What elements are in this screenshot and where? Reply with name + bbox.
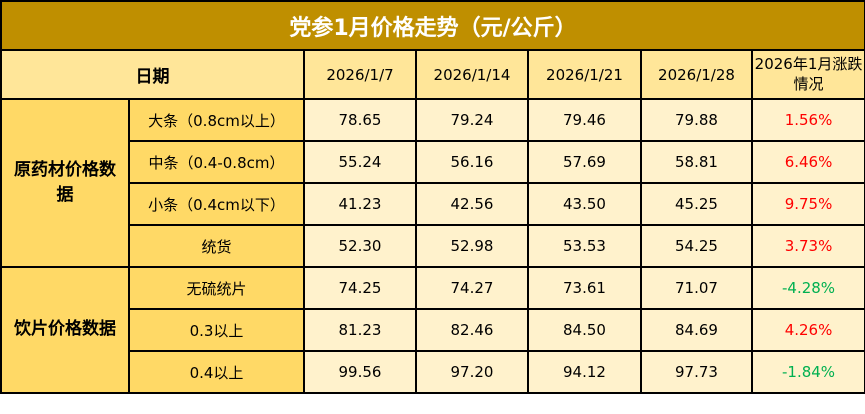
price-cell: 78.65 [303, 98, 417, 142]
price-cell: 81.23 [303, 308, 417, 352]
price-cell: 79.24 [415, 98, 529, 142]
price-cell: 73.61 [527, 266, 642, 310]
price-cell: 56.16 [415, 140, 529, 184]
change-cell: 9.75% [750, 182, 865, 226]
price-cell: 42.56 [415, 182, 529, 226]
change-column-header: 2026年1月涨跌情况 [750, 49, 865, 100]
price-cell: 57.69 [527, 140, 642, 184]
change-cell: 3.73% [750, 224, 865, 268]
spec-label: 0.4以上 [128, 350, 305, 394]
price-cell: 43.50 [527, 182, 642, 226]
date-column-header: 2026/1/7 [303, 49, 417, 100]
price-cell: 58.81 [640, 140, 753, 184]
date-column-header: 2026/1/14 [415, 49, 529, 100]
price-cell: 53.53 [527, 224, 642, 268]
table-row: 小条（0.4cm以下） 41.23 42.56 43.50 45.25 9.75% [1, 182, 865, 226]
table-row: 0.3以上 81.23 82.46 84.50 84.69 4.26% [1, 308, 865, 352]
table-row: 0.4以上 99.56 97.20 94.12 97.73 -1.84% [1, 350, 865, 394]
date-column-header: 2026/1/21 [527, 49, 642, 100]
price-cell: 97.20 [415, 350, 529, 394]
price-cell: 74.25 [303, 266, 417, 310]
price-cell: 84.50 [527, 308, 642, 352]
table-title: 党参1月价格走势（元/公斤） [0, 0, 865, 51]
table-row: 原药材价格数据 大条（0.8cm以上） 78.65 79.24 79.46 79.88 1.… [0, 98, 865, 268]
date-column-header: 2026/1/28 [640, 49, 753, 100]
price-cell: 52.98 [415, 224, 529, 268]
change-cell: -4.28% [750, 266, 865, 310]
price-cell: 55.24 [303, 140, 417, 184]
change-cell: -1.84% [750, 350, 865, 394]
spec-label: 统货 [128, 224, 305, 268]
price-cell: 54.25 [640, 224, 753, 268]
spec-label: 无硫统片 [128, 266, 305, 310]
price-cell: 45.25 [640, 182, 753, 226]
table-row: 统货 52.30 52.98 53.53 54.25 3.73% [1, 224, 865, 268]
change-cell: 6.46% [750, 140, 865, 184]
table-row: 中条（0.4-0.8cm） 55.24 56.16 57.69 58.81 6.46% [1, 140, 865, 184]
date-header: 日期 [0, 49, 305, 100]
spec-label: 小条（0.4cm以下） [128, 182, 305, 226]
price-cell: 97.73 [640, 350, 753, 394]
price-cell: 84.69 [640, 308, 753, 352]
price-cell: 74.27 [415, 266, 529, 310]
price-table: 党参1月价格走势（元/公斤） 日期 2026/1/7 2026/1/14 202… [0, 0, 865, 394]
change-cell: 1.56% [750, 98, 865, 142]
table-row: 饮片价格数据 无硫统片 74.25 74.27 73.61 71.07 -4.28% [0, 266, 865, 394]
spec-label: 大条（0.8cm以上） [128, 98, 305, 142]
price-cell: 41.23 [303, 182, 417, 226]
price-cell: 94.12 [527, 350, 642, 394]
price-cell: 79.46 [527, 98, 642, 142]
group-label: 饮片价格数据 [0, 266, 130, 394]
change-cell: 4.26% [750, 308, 865, 352]
spec-label: 中条（0.4-0.8cm） [128, 140, 305, 184]
spec-label: 0.3以上 [128, 308, 305, 352]
price-cell: 52.30 [303, 224, 417, 268]
price-cell: 71.07 [640, 266, 753, 310]
price-cell: 99.56 [303, 350, 417, 394]
price-cell: 82.46 [415, 308, 529, 352]
group-label: 原药材价格数据 [0, 98, 130, 268]
price-cell: 79.88 [640, 98, 753, 142]
